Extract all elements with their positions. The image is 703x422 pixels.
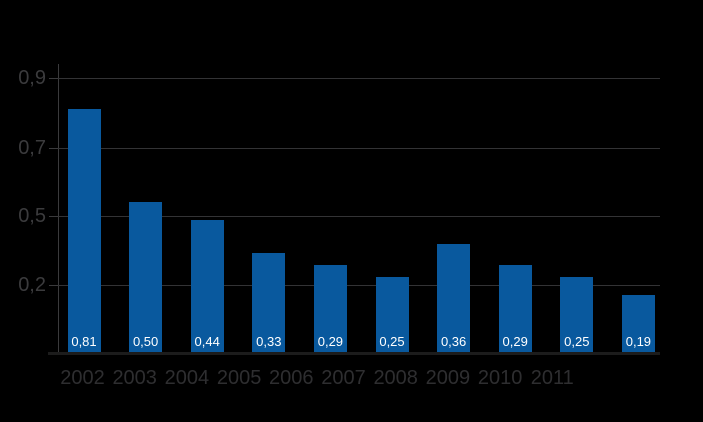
bar-value-label: 0,36 <box>440 334 467 349</box>
bar-2002: 0,81 <box>67 109 101 352</box>
bar-value-label: 0,44 <box>194 334 220 349</box>
bar-2008: 0,36 <box>437 244 471 352</box>
bar-value-label: 0,25 <box>564 334 590 349</box>
bar-2003: 0,50 <box>129 202 163 352</box>
bar-value-label: 0,19 <box>625 334 652 349</box>
bar-2010: 0,25 <box>560 277 594 352</box>
y-axis-tick <box>49 78 58 79</box>
y-axis-tick <box>49 148 58 149</box>
y-axis-tick <box>49 285 58 286</box>
x-tick-label-2009: 2009 <box>425 367 471 389</box>
y-tick-label: 0,2 <box>18 274 46 296</box>
x-tick-label-2010: 2010 <box>477 367 523 389</box>
y-axis-tick <box>49 216 58 217</box>
gridline <box>58 216 660 217</box>
x-tick-label-2007: 2007 <box>321 367 366 389</box>
x-tick-label-2004: 2004 <box>164 367 210 389</box>
y-tick-label: 0,5 <box>18 205 46 227</box>
bar-2011: 0,19 <box>621 295 655 352</box>
x-tick-label-2011: 2011 <box>530 367 574 389</box>
x-tick-label-2003: 2003 <box>112 367 157 389</box>
x-tick-label-2005: 2005 <box>216 367 262 389</box>
bar-2006: 0,29 <box>313 265 347 352</box>
bar-value-label: 0,29 <box>317 334 344 349</box>
y-axis-line <box>58 64 59 352</box>
x-axis-line <box>48 352 660 355</box>
bar-2009: 0,29 <box>498 265 532 352</box>
bar-value-label: 0,25 <box>379 334 405 349</box>
bar-2005: 0,33 <box>252 253 286 352</box>
x-tick-label-2006: 2006 <box>269 367 314 389</box>
x-tick-label-2002: 2002 <box>60 367 105 389</box>
y-tick-label: 0,9 <box>18 67 46 89</box>
gridline <box>58 148 660 149</box>
bar-2007: 0,25 <box>375 277 409 352</box>
bar-value-label: 0,50 <box>132 334 159 349</box>
gridline <box>58 78 660 79</box>
bar-value-label: 0,33 <box>256 334 282 349</box>
y-tick-label: 0,7 <box>18 137 46 159</box>
x-tick-label-2008: 2008 <box>373 367 418 389</box>
bar-2004: 0,44 <box>190 220 224 352</box>
gridline <box>58 285 660 286</box>
bar-value-label: 0,81 <box>71 334 97 349</box>
bar-value-label: 0,29 <box>502 334 528 349</box>
